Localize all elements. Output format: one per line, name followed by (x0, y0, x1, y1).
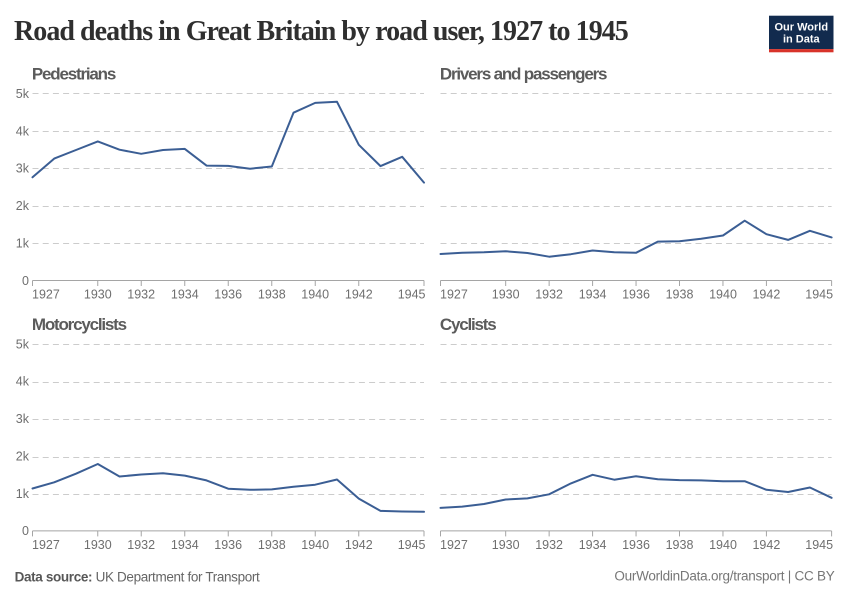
svg-text:1945: 1945 (398, 538, 426, 552)
svg-text:1930: 1930 (84, 538, 112, 552)
svg-text:in Data: in Data (783, 34, 821, 46)
svg-text:1934: 1934 (171, 538, 199, 552)
svg-text:Pedestrians: Pedestrians (32, 65, 116, 84)
svg-text:2k: 2k (16, 449, 30, 463)
svg-text:1932: 1932 (127, 538, 155, 552)
svg-text:1945: 1945 (805, 538, 833, 552)
svg-text:1927: 1927 (440, 288, 468, 302)
svg-text:4k: 4k (16, 375, 30, 389)
svg-text:1930: 1930 (492, 538, 520, 552)
svg-text:5k: 5k (16, 87, 30, 101)
svg-text:1945: 1945 (805, 288, 833, 302)
svg-text:1938: 1938 (258, 538, 286, 552)
svg-text:1940: 1940 (301, 288, 329, 302)
svg-text:1942: 1942 (345, 288, 373, 302)
svg-text:0: 0 (22, 274, 29, 288)
svg-text:Data source: UK Department for: Data source: UK Department for Transport (15, 569, 260, 584)
svg-text:1940: 1940 (301, 538, 329, 552)
svg-text:1927: 1927 (32, 538, 60, 552)
svg-text:1934: 1934 (579, 538, 607, 552)
svg-text:1927: 1927 (32, 288, 60, 302)
svg-text:1934: 1934 (171, 288, 199, 302)
svg-text:1940: 1940 (709, 538, 737, 552)
svg-text:1938: 1938 (666, 538, 694, 552)
svg-text:1932: 1932 (535, 538, 563, 552)
svg-text:Motorcyclists: Motorcyclists (32, 315, 127, 334)
svg-text:1936: 1936 (622, 538, 650, 552)
svg-text:1940: 1940 (709, 288, 737, 302)
svg-text:1930: 1930 (492, 288, 520, 302)
svg-text:1938: 1938 (666, 288, 694, 302)
svg-text:1936: 1936 (214, 538, 242, 552)
svg-text:OurWorldinData.org/transport |: OurWorldinData.org/transport | CC BY (614, 568, 834, 583)
svg-text:2k: 2k (16, 199, 30, 213)
svg-text:1932: 1932 (127, 288, 155, 302)
svg-text:Cyclists: Cyclists (440, 315, 496, 334)
svg-text:1942: 1942 (345, 538, 373, 552)
svg-text:1930: 1930 (84, 288, 112, 302)
svg-text:4k: 4k (16, 124, 30, 138)
svg-text:3k: 3k (16, 412, 30, 426)
svg-text:Our World: Our World (775, 22, 829, 34)
svg-text:1942: 1942 (752, 288, 780, 302)
svg-text:Road deaths in Great Britain b: Road deaths in Great Britain by road use… (14, 16, 628, 47)
svg-text:1k: 1k (16, 236, 30, 250)
svg-text:1945: 1945 (398, 288, 426, 302)
svg-text:Drivers and passengers: Drivers and passengers (440, 65, 607, 84)
svg-text:0: 0 (22, 524, 29, 538)
svg-text:1k: 1k (16, 487, 30, 501)
svg-text:1936: 1936 (622, 288, 650, 302)
svg-text:1934: 1934 (579, 288, 607, 302)
svg-text:1927: 1927 (440, 538, 468, 552)
svg-text:1942: 1942 (752, 538, 780, 552)
svg-text:1938: 1938 (258, 288, 286, 302)
svg-text:1932: 1932 (535, 288, 563, 302)
svg-text:1936: 1936 (214, 288, 242, 302)
svg-text:5k: 5k (16, 337, 30, 351)
svg-text:3k: 3k (16, 162, 30, 176)
